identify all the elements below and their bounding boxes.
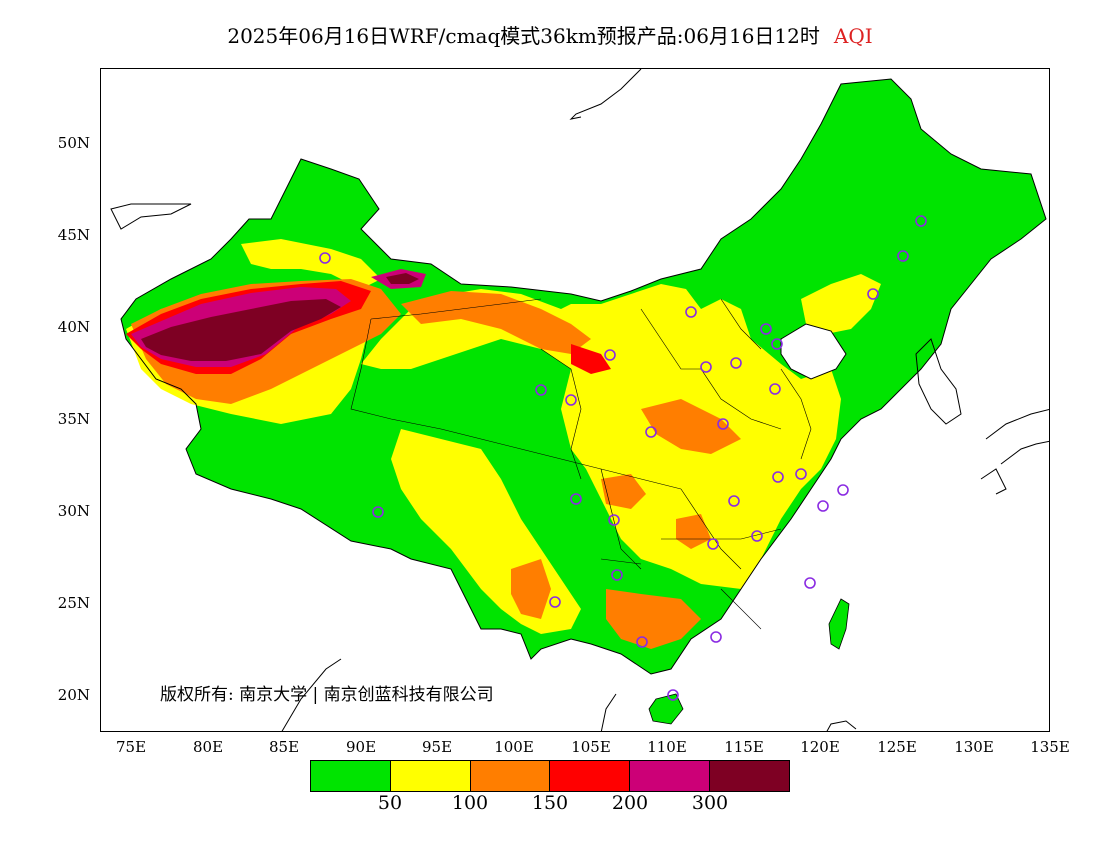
copyright-text: 版权所有: 南京大学 | 南京创蓝科技有限公司 — [160, 685, 494, 705]
station-marker — [795, 468, 807, 480]
southeast-asia-outline — [281, 658, 857, 731]
lat-label-20n: 20N — [57, 686, 90, 704]
legend-swatch-good — [311, 761, 391, 791]
region-moderate-xinjiang-north — [241, 239, 381, 289]
bohai-sea — [780, 323, 847, 380]
kazakhstan-lake-outline — [110, 203, 192, 230]
lat-label-25n: 25N — [57, 594, 90, 612]
map-area — [100, 68, 1050, 732]
lon-label-115e: 115E — [724, 738, 764, 756]
legend-swatch-unhealthy — [550, 761, 631, 791]
station-marker — [604, 349, 616, 361]
station-marker — [772, 471, 784, 483]
station-marker — [710, 631, 722, 643]
station-marker — [915, 215, 927, 227]
region-usg-central — [641, 399, 741, 454]
station-marker — [319, 252, 331, 264]
lon-label-75e: 75E — [115, 738, 147, 756]
station-marker — [570, 493, 582, 505]
title-variable: AQI — [833, 24, 873, 48]
station-marker — [867, 288, 879, 300]
station-marker — [730, 357, 742, 369]
legend-tick-50: 50 — [377, 792, 403, 814]
lon-label-90e: 90E — [345, 738, 377, 756]
station-marker — [717, 418, 729, 430]
station-marker — [804, 577, 816, 589]
station-marker — [897, 250, 909, 262]
station-marker — [751, 530, 763, 542]
station-marker — [372, 506, 384, 518]
lon-label-125e: 125E — [877, 738, 917, 756]
china-outline — [120, 78, 1047, 675]
japan-outline — [980, 408, 1049, 495]
station-marker — [608, 514, 620, 526]
station-marker — [667, 689, 679, 701]
lon-label-80e: 80E — [192, 738, 224, 756]
station-marker — [645, 426, 657, 438]
province-boundaries — [350, 298, 812, 630]
station-marker — [760, 323, 772, 335]
region-hazardous-turpan — [386, 273, 419, 284]
lon-label-110e: 110E — [647, 738, 687, 756]
legend-tick-150: 150 — [531, 792, 569, 814]
station-marker — [549, 596, 561, 608]
lon-label-100e: 100E — [494, 738, 534, 756]
region-usg-yunnan — [511, 559, 551, 619]
legend-swatch-very-unhealthy — [630, 761, 711, 791]
title-main: 2025年06月16日WRF/cmaq模式36km预报产品:06月16日12时 — [227, 24, 820, 48]
station-marker — [636, 636, 648, 648]
lon-label-135e: 135E — [1030, 738, 1070, 756]
region-usg-sichuan — [601, 474, 646, 509]
station-marker — [817, 500, 829, 512]
station-marker — [565, 394, 577, 406]
station-marker — [700, 361, 712, 373]
legend-swatch-moderate — [390, 761, 471, 791]
legend-tick-100: 100 — [451, 792, 489, 814]
station-marker — [769, 383, 781, 395]
station-marker — [685, 306, 697, 318]
map-title: 2025年06月16日WRF/cmaq模式36km预报产品:06月16日12时 A… — [0, 20, 1100, 49]
station-marker — [837, 484, 849, 496]
legend-tick-200: 200 — [611, 792, 649, 814]
legend-swatch-usg — [470, 761, 551, 791]
lat-label-30n: 30N — [57, 502, 90, 520]
sakhalin-outline — [569, 69, 642, 120]
korea-outline — [915, 338, 962, 425]
region-hainan — [648, 693, 684, 725]
region-usg-south — [606, 589, 701, 649]
station-markers — [319, 215, 927, 701]
legend-swatch-hazardous — [710, 761, 789, 791]
aqi-map — [110, 69, 1049, 731]
region-taiwan — [828, 598, 850, 650]
station-marker — [611, 569, 623, 581]
station-marker — [728, 495, 740, 507]
station-marker — [535, 384, 547, 396]
lat-label-35n: 35N — [57, 410, 90, 428]
lon-label-120e: 120E — [800, 738, 840, 756]
lon-label-85e: 85E — [268, 738, 300, 756]
region-moderate-northeast-strip — [801, 274, 881, 334]
station-marker — [707, 538, 719, 550]
lon-label-105e: 105E — [571, 738, 611, 756]
lon-label-130e: 130E — [954, 738, 994, 756]
station-marker — [771, 338, 783, 350]
lat-label-40n: 40N — [57, 318, 90, 336]
region-usg-hunan — [676, 514, 711, 549]
aqi-legend — [310, 760, 790, 792]
legend-tick-300: 300 — [691, 792, 729, 814]
region-usg-hexi — [401, 291, 591, 354]
region-unhealthy-inner-mongolia — [571, 344, 611, 374]
lat-label-50n: 50N — [57, 134, 90, 152]
lon-label-95e: 95E — [421, 738, 453, 756]
lat-label-45n: 45N — [57, 226, 90, 244]
region-hazardous-tarim — [141, 299, 341, 361]
